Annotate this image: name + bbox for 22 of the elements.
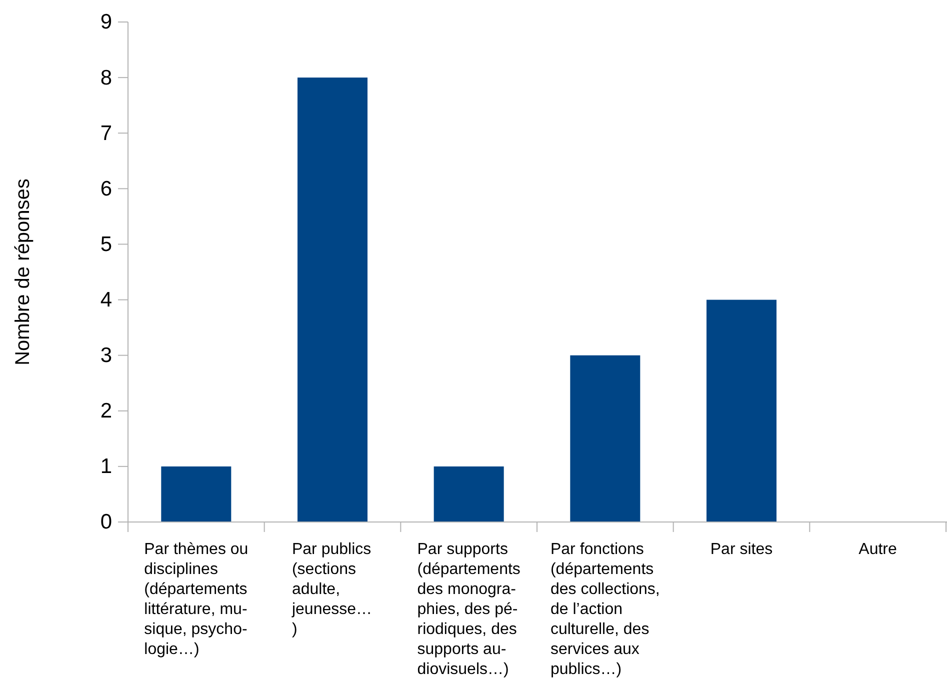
y-tick-label: 9 [100, 10, 112, 34]
y-tick-label: 6 [100, 177, 112, 200]
x-tick-label: Par fonctions (départements des collections, de l’action culturelle, des services aux publics…) [550, 541, 660, 678]
bar [161, 466, 232, 522]
y-tick-label: 7 [100, 122, 112, 145]
bar [706, 300, 776, 522]
y-tick-label: 2 [100, 400, 112, 423]
x-tick-label: Par thèmes ou disciplines (départements littérature, mu- sique, psycho- logie…) [144, 541, 248, 658]
y-tick-label: 5 [100, 232, 112, 256]
bar [434, 466, 504, 522]
x-tick-label: Par publics (sections adulte, jeunesse… ) [290, 541, 372, 638]
x-tick-label: Autre [858, 541, 898, 558]
y-tick-label: 3 [100, 344, 112, 368]
bar [298, 78, 368, 522]
y-axis-title: Nombre de réponses [12, 178, 34, 366]
y-tick-label: 4 [100, 288, 112, 312]
y-tick-label: 0 [100, 510, 112, 534]
y-tick-label: 8 [100, 66, 112, 90]
x-tick-label: Par sites [710, 541, 773, 558]
x-tick-label: Par supports (départements des monogra- phies, des pé- riodiques, des supports au- diovisuels…) [417, 541, 520, 678]
bar [570, 355, 640, 522]
y-tick-label: 1 [100, 455, 112, 478]
